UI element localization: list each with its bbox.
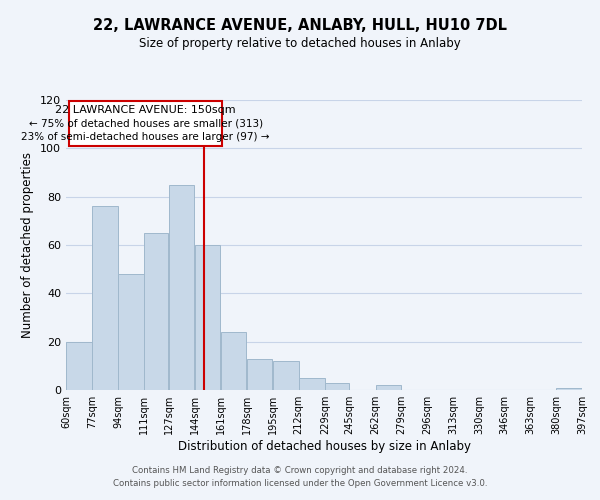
Bar bbox=[145, 233, 169, 390]
Text: 22, LAWRANCE AVENUE, ANLABY, HULL, HU10 7DL: 22, LAWRANCE AVENUE, ANLABY, HULL, HU10 … bbox=[93, 18, 507, 32]
X-axis label: Distribution of detached houses by size in Anlaby: Distribution of detached houses by size … bbox=[178, 440, 470, 453]
Bar bbox=[325, 383, 349, 390]
Bar bbox=[169, 184, 194, 390]
Bar bbox=[376, 385, 401, 390]
FancyBboxPatch shape bbox=[69, 101, 222, 146]
Y-axis label: Number of detached properties: Number of detached properties bbox=[22, 152, 34, 338]
Bar bbox=[66, 342, 92, 390]
Bar bbox=[92, 206, 118, 390]
Bar bbox=[118, 274, 144, 390]
Text: 22 LAWRANCE AVENUE: 150sqm: 22 LAWRANCE AVENUE: 150sqm bbox=[55, 105, 236, 115]
Bar bbox=[556, 388, 582, 390]
Bar bbox=[273, 361, 299, 390]
Text: Contains HM Land Registry data © Crown copyright and database right 2024.
Contai: Contains HM Land Registry data © Crown c… bbox=[113, 466, 487, 487]
Text: Size of property relative to detached houses in Anlaby: Size of property relative to detached ho… bbox=[139, 38, 461, 51]
Bar bbox=[247, 358, 272, 390]
Bar bbox=[299, 378, 325, 390]
Text: ← 75% of detached houses are smaller (313): ← 75% of detached houses are smaller (31… bbox=[29, 118, 263, 128]
Text: 23% of semi-detached houses are larger (97) →: 23% of semi-detached houses are larger (… bbox=[22, 132, 270, 142]
Bar bbox=[195, 245, 220, 390]
Bar bbox=[221, 332, 247, 390]
